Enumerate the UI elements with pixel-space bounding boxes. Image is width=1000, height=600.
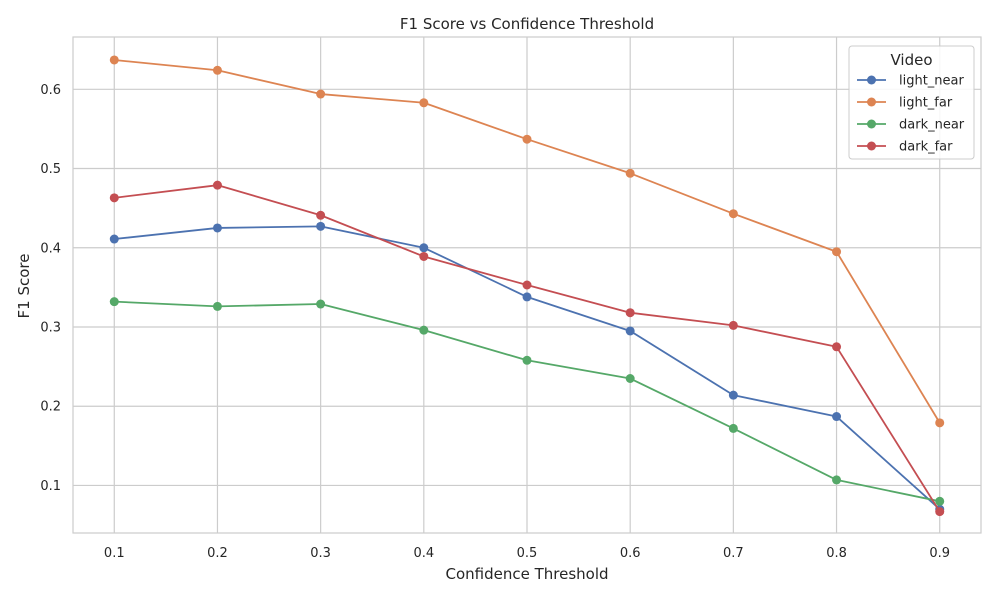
- data-point: [625, 373, 635, 383]
- x-tick-label: 0.6: [620, 546, 641, 561]
- x-tick-label: 0.2: [207, 546, 228, 561]
- legend-item: light_near: [857, 74, 965, 89]
- y-tick-label: 0.2: [40, 400, 61, 415]
- y-tick-label: 0.4: [40, 241, 61, 256]
- x-tick-label: 0.4: [413, 546, 434, 561]
- data-point: [109, 297, 119, 307]
- data-point: [522, 134, 532, 144]
- y-axis-label: F1 Score: [15, 254, 33, 319]
- legend-marker: [867, 97, 876, 107]
- y-tick-label: 0.1: [40, 479, 61, 494]
- chart-title: F1 Score vs Confidence Threshold: [400, 15, 654, 33]
- data-point: [625, 168, 635, 178]
- data-point: [316, 221, 326, 231]
- data-point: [728, 423, 738, 433]
- x-tick-label: 0.9: [929, 546, 950, 561]
- data-point: [522, 280, 532, 290]
- legend-item: dark_far: [857, 140, 953, 155]
- data-point: [316, 299, 326, 309]
- data-point: [419, 325, 429, 335]
- legend-box: [848, 45, 975, 160]
- plot-frame: [72, 36, 982, 534]
- legend-label: dark_near: [899, 118, 965, 133]
- series-light-near: [109, 221, 945, 514]
- legend-item: light_far: [857, 96, 953, 111]
- legend-label: light_near: [899, 74, 965, 89]
- data-point: [419, 251, 429, 261]
- data-point: [109, 193, 119, 203]
- legend-items: light_near light_far dark_near dark_far: [857, 74, 965, 155]
- data-point: [625, 326, 635, 336]
- data-point: [832, 247, 842, 257]
- legend: Video light_near light_far dark_near dark_f…: [848, 45, 975, 160]
- data-point: [832, 475, 842, 485]
- legend-marker: [867, 119, 876, 129]
- y-tick-label: 0.5: [40, 162, 61, 177]
- data-point: [935, 418, 945, 428]
- y-tick-label: 0.3: [40, 320, 61, 335]
- legend-marker: [867, 141, 876, 151]
- y-tick-label: 0.6: [40, 83, 61, 98]
- data-point: [419, 243, 429, 253]
- data-point: [728, 390, 738, 400]
- data-point: [832, 412, 842, 422]
- data-point: [522, 355, 532, 365]
- legend-title: Video: [890, 51, 932, 69]
- legend-label: dark_far: [899, 140, 953, 155]
- series-light-far: [109, 55, 945, 428]
- x-tick-label: 0.5: [517, 546, 538, 561]
- series-dark-near: [109, 297, 945, 506]
- series-layer: [109, 55, 945, 517]
- data-point: [522, 292, 532, 302]
- x-tick-label: 0.1: [104, 546, 125, 561]
- data-point: [212, 65, 222, 75]
- data-point: [728, 320, 738, 330]
- data-point: [212, 223, 222, 233]
- data-point: [935, 507, 945, 517]
- data-point: [832, 342, 842, 352]
- x-tick-label: 0.8: [826, 546, 847, 561]
- series-dark-far: [109, 180, 945, 517]
- legend-label: light_far: [899, 96, 953, 111]
- data-point: [109, 55, 119, 65]
- data-point: [419, 98, 429, 108]
- data-point: [212, 180, 222, 190]
- data-point: [935, 496, 945, 506]
- data-point: [316, 210, 326, 220]
- x-tick-label: 0.3: [310, 546, 331, 561]
- legend-marker: [867, 75, 876, 85]
- data-point: [109, 234, 119, 244]
- data-point: [625, 308, 635, 318]
- x-axis-ticks: 0.1 0.2 0.3 0.4 0.5 0.6 0.7 0.8 0.9: [104, 546, 950, 561]
- data-point: [316, 89, 326, 99]
- y-axis-ticks: 0.1 0.2 0.3 0.4 0.5 0.6: [40, 83, 61, 494]
- grid: [73, 37, 981, 533]
- data-point: [212, 301, 222, 311]
- x-axis-label: Confidence Threshold: [445, 565, 608, 583]
- x-tick-label: 0.7: [723, 546, 744, 561]
- legend-item: dark_near: [857, 118, 965, 133]
- data-point: [728, 209, 738, 219]
